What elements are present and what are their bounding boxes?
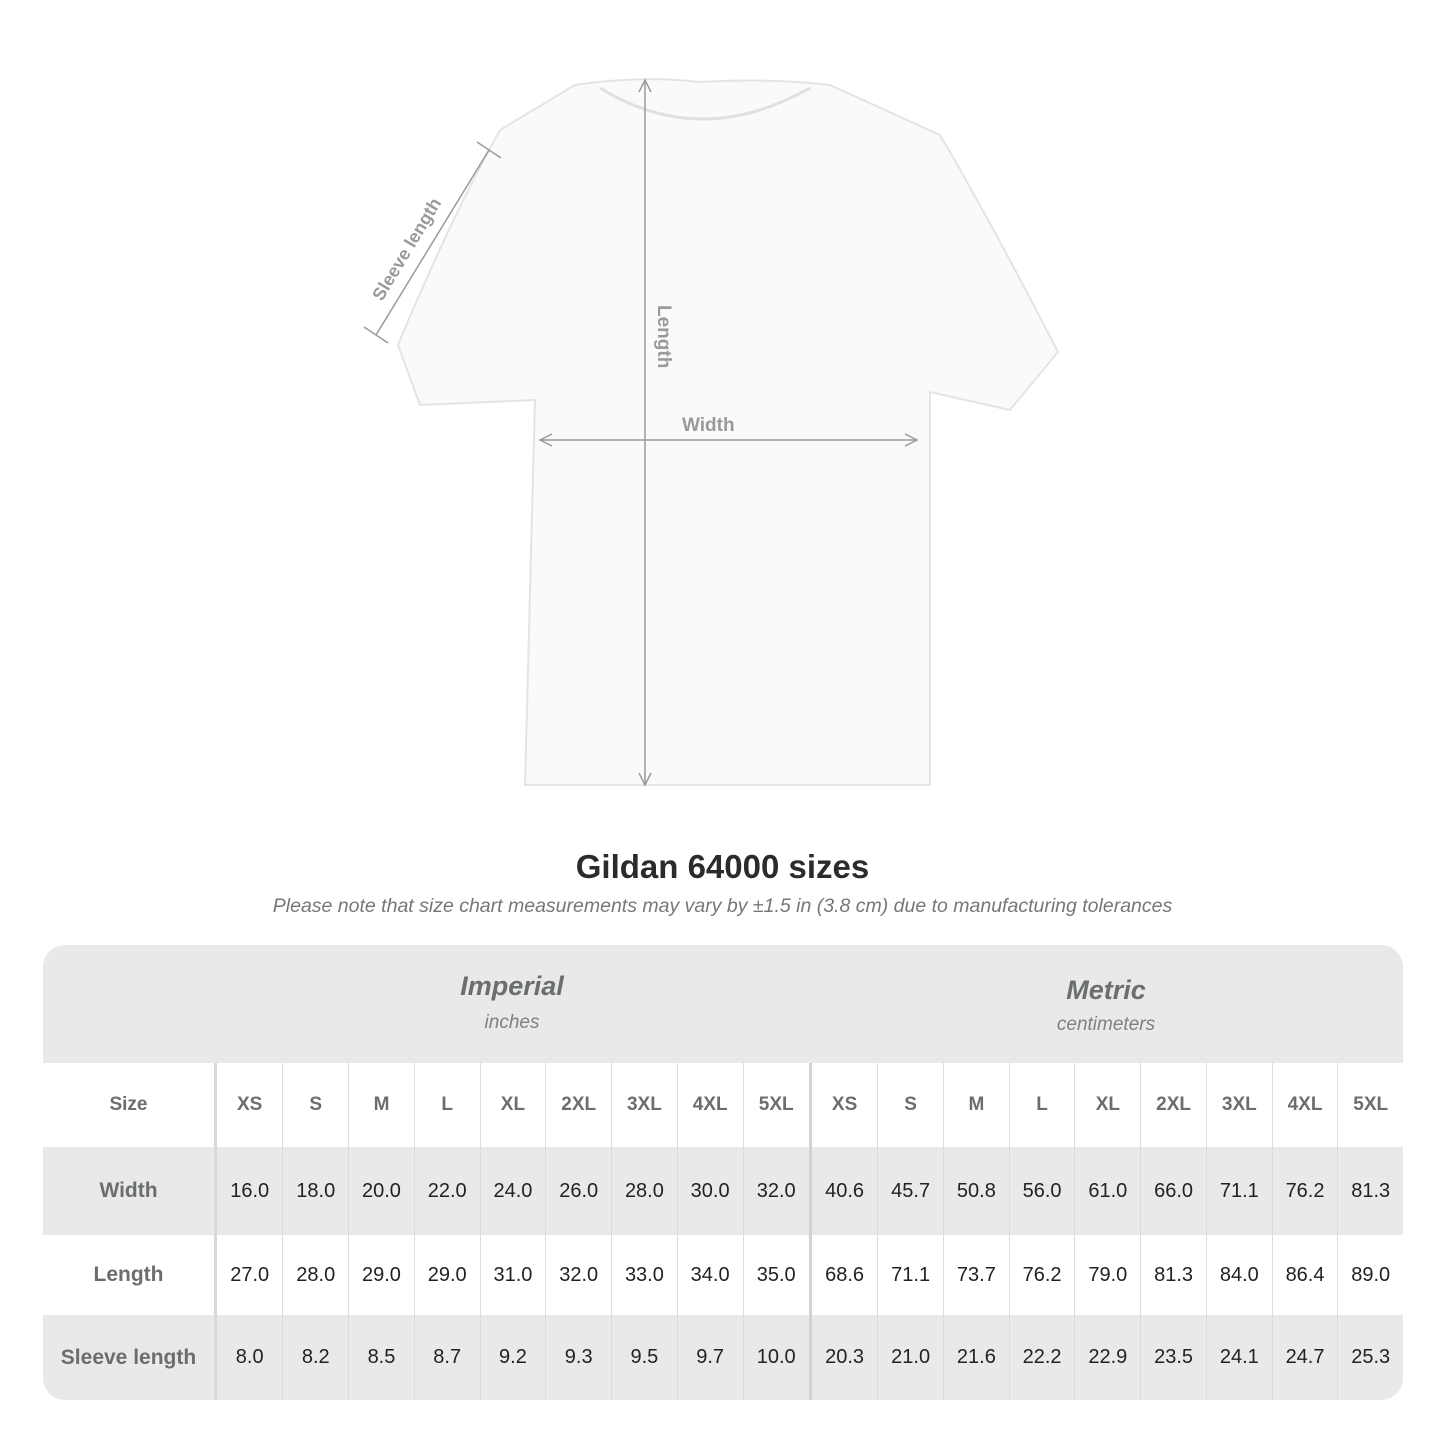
- imperial-value: 16.0: [214, 1147, 283, 1235]
- metric-value: 73.7: [943, 1235, 1010, 1315]
- metric-size-3xl: 3XL: [1205, 1063, 1273, 1147]
- imperial-value: 29.0: [413, 1235, 481, 1315]
- imperial-value: 33.0: [611, 1235, 678, 1315]
- metric-value: 56.0: [1008, 1147, 1075, 1235]
- metric-unit: centimeters: [1056, 1014, 1156, 1035]
- imperial-value: 9.7: [676, 1315, 744, 1400]
- metric-value: 76.2: [1008, 1235, 1075, 1315]
- imperial-value: 30.0: [676, 1147, 744, 1235]
- row-label: Length: [43, 1235, 217, 1315]
- imperial-value: 9.2: [479, 1315, 546, 1400]
- tolerance-note: Please note that size chart measurements…: [272, 895, 1173, 917]
- imperial-size-2xl: 2XL: [545, 1063, 612, 1147]
- metric-value: 40.6: [808, 1147, 878, 1235]
- metric-value: 50.8: [943, 1147, 1010, 1235]
- imperial-size-l: L: [413, 1063, 481, 1147]
- imperial-value: 28.0: [282, 1235, 349, 1315]
- metric-size-2xl: 2XL: [1140, 1063, 1207, 1147]
- width-label: Width: [682, 415, 735, 436]
- metric-value: 20.3: [808, 1315, 878, 1400]
- imperial-value: 10.0: [742, 1315, 811, 1400]
- imperial-title: Imperial: [460, 971, 564, 1001]
- size-table-card: Imperial inches Metric centimeters Size X…: [43, 945, 1403, 1400]
- metric-value: 24.7: [1271, 1315, 1338, 1400]
- metric-value: 66.0: [1140, 1147, 1207, 1235]
- metric-size-s: S: [877, 1063, 944, 1147]
- metric-size-4xl: 4XL: [1271, 1063, 1338, 1147]
- imperial-value: 26.0: [545, 1147, 612, 1235]
- size-table: Size XS S M L XL 2XL 3XL 4XL 5XL XS S M L XL 2XL 3XL 4XL 5…: [43, 1063, 1403, 1400]
- metric-value: 71.1: [1205, 1147, 1273, 1235]
- metric-value: 81.3: [1140, 1235, 1207, 1315]
- imperial-value: 29.0: [348, 1235, 415, 1315]
- metric-value: 86.4: [1271, 1235, 1338, 1315]
- metric-value: 21.0: [877, 1315, 944, 1400]
- metric-value: 71.1: [877, 1235, 944, 1315]
- imperial-value: 20.0: [348, 1147, 415, 1235]
- imperial-size-s: S: [282, 1063, 349, 1147]
- imperial-header: Imperial inches: [215, 945, 809, 1063]
- metric-value: 61.0: [1074, 1147, 1141, 1235]
- collar: [599, 86, 811, 121]
- length-label: Length: [653, 305, 674, 368]
- imperial-value: 32.0: [742, 1147, 811, 1235]
- metric-value: 81.3: [1337, 1147, 1403, 1235]
- imperial-value: 35.0: [742, 1235, 811, 1315]
- metric-size-xl: XL: [1074, 1063, 1141, 1147]
- imperial-value: 31.0: [479, 1235, 546, 1315]
- sleeve-line: [375, 149, 490, 336]
- imperial-value: 22.0: [413, 1147, 481, 1235]
- table-row: Sleeve length 8.0 8.2 8.5 8.7 9.2 9.3 9.5 9.7 10.…: [43, 1315, 1403, 1400]
- imperial-value: 8.7: [413, 1315, 481, 1400]
- metric-title: Metric: [1066, 975, 1146, 1005]
- imperial-value: 27.0: [214, 1235, 283, 1315]
- table-row: Length 27.0 28.0 29.0 29.0 31.0 32.0 33.0 34.0 35…: [43, 1235, 1403, 1315]
- metric-size-xs: XS: [808, 1063, 878, 1147]
- row-label: Sleeve length: [43, 1315, 217, 1400]
- metric-size-5xl: 5XL: [1337, 1063, 1403, 1147]
- imperial-value: 9.3: [545, 1315, 612, 1400]
- metric-size-m: M: [943, 1063, 1010, 1147]
- imperial-value: 24.0: [479, 1147, 546, 1235]
- metric-value: 21.6: [943, 1315, 1010, 1400]
- page-title: Gildan 64000 sizes: [575, 848, 870, 885]
- imperial-value: 34.0: [676, 1235, 744, 1315]
- imperial-value: 8.5: [348, 1315, 415, 1400]
- metric-value: 89.0: [1337, 1235, 1403, 1315]
- metric-size-l: L: [1008, 1063, 1075, 1147]
- metric-value: 84.0: [1205, 1235, 1273, 1315]
- imperial-value: 9.5: [611, 1315, 678, 1400]
- metric-value: 22.2: [1008, 1315, 1075, 1400]
- imperial-size-xs: XS: [214, 1063, 283, 1147]
- table-header-row: Size XS S M L XL 2XL 3XL 4XL 5XL XS S M L XL 2XL 3XL 4XL 5…: [43, 1063, 1403, 1147]
- tshirt-diagram: Sleeve length Length Width: [363, 78, 1060, 787]
- metric-value: 45.7: [877, 1147, 944, 1235]
- row-label: Width: [43, 1147, 217, 1235]
- imperial-size-4xl: 4XL: [676, 1063, 744, 1147]
- metric-value: 22.9: [1074, 1315, 1141, 1400]
- metric-value: 79.0: [1074, 1235, 1141, 1315]
- tshirt-image: [396, 78, 1060, 786]
- metric-header: Metric centimeters: [809, 945, 1403, 1063]
- imperial-value: 8.0: [214, 1315, 283, 1400]
- metric-value: 23.5: [1140, 1315, 1207, 1400]
- size-header: Size: [43, 1063, 217, 1147]
- imperial-value: 18.0: [282, 1147, 349, 1235]
- metric-value: 76.2: [1271, 1147, 1338, 1235]
- table-row: Width 16.0 18.0 20.0 22.0 24.0 26.0 28.0 30.0 32.…: [43, 1147, 1403, 1235]
- metric-value: 25.3: [1337, 1315, 1403, 1400]
- imperial-unit: inches: [484, 1012, 540, 1033]
- imperial-value: 8.2: [282, 1315, 349, 1400]
- imperial-size-m: M: [348, 1063, 415, 1147]
- imperial-size-3xl: 3XL: [611, 1063, 678, 1147]
- imperial-size-5xl: 5XL: [742, 1063, 811, 1147]
- imperial-size-xl: XL: [479, 1063, 546, 1147]
- metric-value: 24.1: [1205, 1315, 1273, 1400]
- imperial-value: 28.0: [611, 1147, 678, 1235]
- metric-value: 68.6: [808, 1235, 878, 1315]
- imperial-value: 32.0: [545, 1235, 612, 1315]
